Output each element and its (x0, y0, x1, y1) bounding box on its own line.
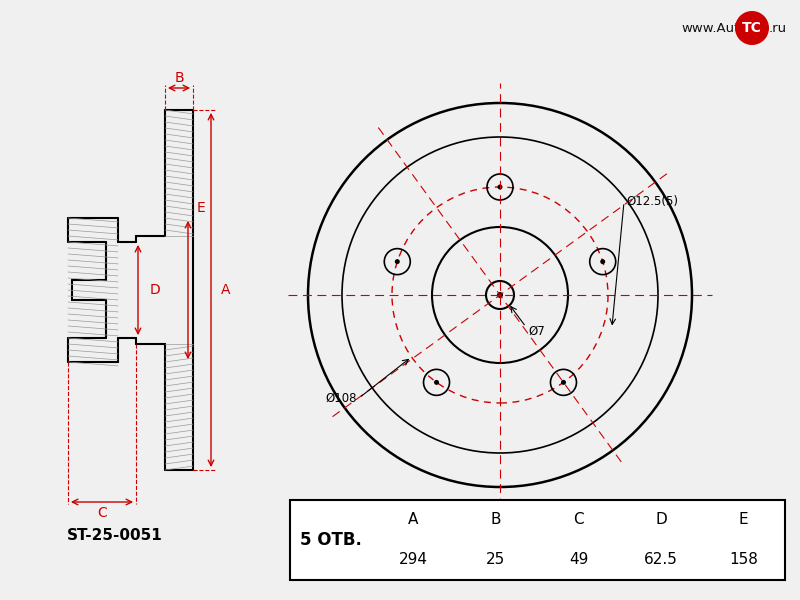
Circle shape (497, 292, 503, 298)
Text: E: E (739, 512, 749, 527)
Circle shape (561, 380, 566, 385)
Text: Ø7: Ø7 (528, 325, 545, 337)
Circle shape (600, 259, 606, 264)
Text: .ru: .ru (769, 22, 787, 34)
Text: C: C (97, 506, 107, 520)
Text: ST-25-0051: ST-25-0051 (67, 527, 163, 542)
Text: 5 ОТВ.: 5 ОТВ. (300, 531, 362, 549)
Text: E: E (197, 201, 206, 215)
Text: D: D (655, 512, 667, 527)
Text: 25: 25 (486, 553, 506, 568)
Text: B: B (174, 71, 184, 85)
Text: B: B (490, 512, 501, 527)
Text: A: A (221, 283, 230, 297)
Circle shape (394, 259, 400, 264)
Text: TC: TC (742, 21, 762, 35)
Text: 62.5: 62.5 (644, 553, 678, 568)
Text: 294: 294 (398, 553, 428, 568)
Text: 49: 49 (569, 553, 588, 568)
Bar (290, 500, 785, 580)
Text: Ø108: Ø108 (326, 391, 357, 404)
Circle shape (434, 380, 439, 385)
Text: www.Auto: www.Auto (682, 22, 748, 34)
Circle shape (735, 11, 769, 45)
Text: C: C (573, 512, 584, 527)
Circle shape (498, 185, 502, 190)
Text: Ø12.5(5): Ø12.5(5) (626, 196, 678, 208)
Text: D: D (150, 283, 161, 297)
Text: A: A (408, 512, 418, 527)
Text: 158: 158 (730, 553, 758, 568)
